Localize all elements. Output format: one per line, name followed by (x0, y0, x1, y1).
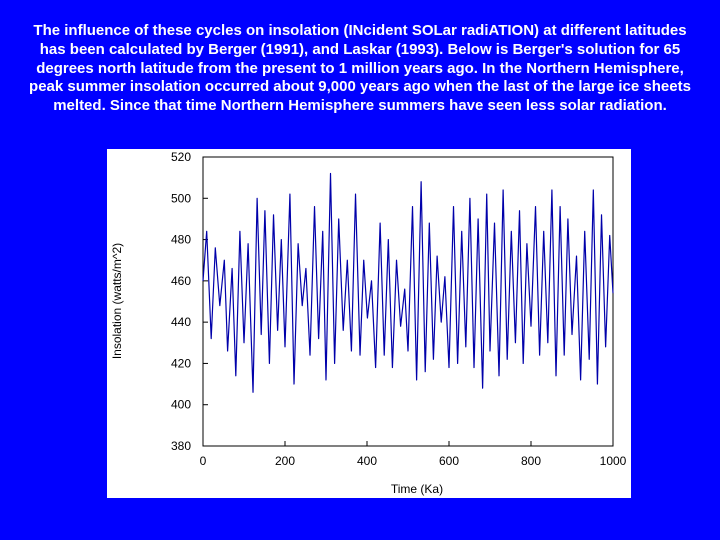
series-line-insolation (202, 172, 614, 393)
chart-svg: 520 500 480 460 440 420 400 380 0 200 400 600 800 10… (110, 150, 627, 496)
y-tick-label: 420 (171, 356, 191, 370)
x-tick-label: 200 (275, 454, 295, 468)
x-tick-label: 600 (439, 454, 459, 468)
insolation-chart: 520 500 480 460 440 420 400 380 0 200 400 600 800 10… (107, 149, 631, 498)
y-tick-label: 460 (171, 274, 191, 288)
y-tick-label: 520 (171, 150, 191, 164)
y-tick-label: 480 (171, 233, 191, 247)
y-tick-label: 380 (171, 439, 191, 453)
y-axis-title: Insolation (watts/m^2) (110, 243, 124, 359)
slide-caption: The influence of these cycles on insolat… (29, 22, 691, 115)
x-axis-title: Time (Ka) (391, 482, 443, 496)
x-tick-label: 1000 (600, 454, 627, 468)
x-tick-label: 400 (357, 454, 377, 468)
y-tick-label: 500 (171, 191, 191, 205)
y-tick-label: 400 (171, 398, 191, 412)
x-axis-ticks: 0 200 400 600 800 1000 (200, 441, 627, 468)
x-tick-label: 800 (521, 454, 541, 468)
x-tick-label: 0 (200, 454, 207, 468)
y-tick-label: 440 (171, 315, 191, 329)
y-axis-ticks: 520 500 480 460 440 420 400 380 (171, 150, 208, 453)
